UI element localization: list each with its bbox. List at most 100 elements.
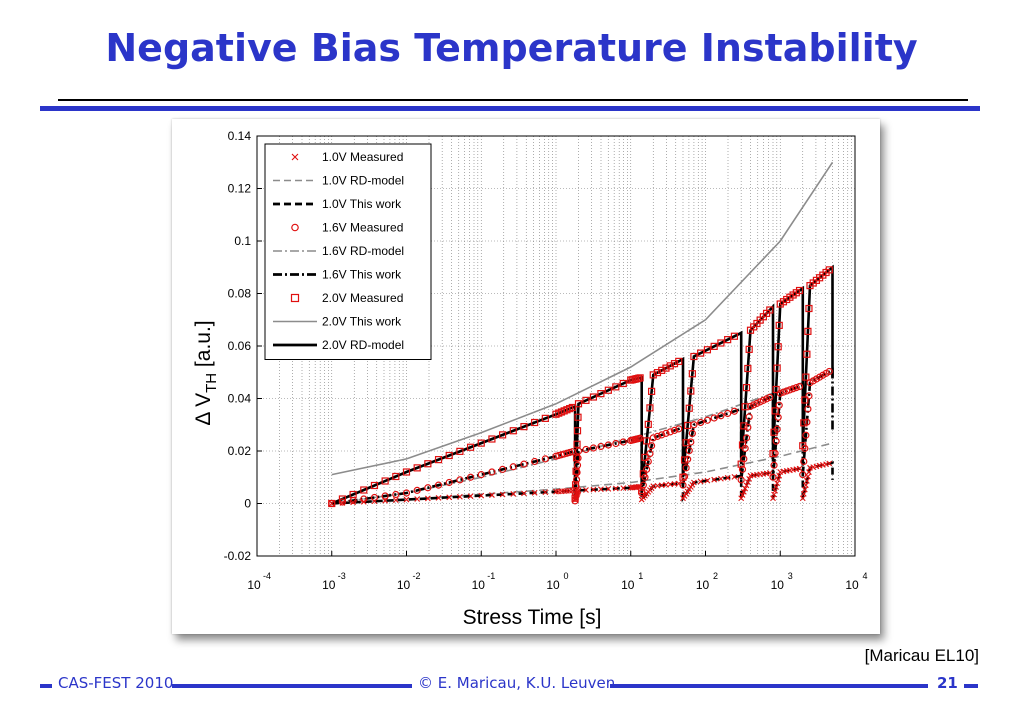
chart-markers xyxy=(328,266,833,508)
measured-2v-marker xyxy=(413,464,421,472)
x-tick-label: 10 xyxy=(696,578,710,592)
measured-1v-marker xyxy=(612,485,619,492)
measured-2v-marker xyxy=(772,385,780,394)
measured-2v-marker xyxy=(658,366,666,374)
measured-2v-marker xyxy=(675,357,683,365)
measured-1-6v-marker xyxy=(413,486,421,494)
measured-1-6v-marker xyxy=(541,455,549,463)
footer-bar-right-edge xyxy=(964,684,978,688)
measured-2v-marker xyxy=(799,442,807,450)
measured-2v-marker xyxy=(803,350,811,358)
y-label-subscript: TH xyxy=(203,373,220,393)
measured-1-6v-marker xyxy=(509,463,517,471)
measured-1v-marker xyxy=(590,486,597,493)
svg-text:Δ VTH [a.u.]: Δ VTH [a.u.] xyxy=(192,320,220,425)
measured-2v-marker xyxy=(488,435,496,443)
measured-1-6v-marker xyxy=(685,447,693,455)
measured-1-6v-marker xyxy=(783,387,791,395)
measured-2v-marker xyxy=(638,486,646,494)
measured-2v-marker xyxy=(604,386,612,394)
measured-2v-marker xyxy=(639,470,647,478)
measured-1-6v-marker xyxy=(434,481,443,489)
chart-figure: -0.02 0 0.02 0.04 0.06 0.08 0.1 0.12 0.14 10 -4 10-… xyxy=(172,119,880,634)
measured-1v-marker xyxy=(826,460,833,467)
measured-1-6v-marker xyxy=(779,388,788,396)
measured-2v-marker xyxy=(572,454,581,462)
measured-2v-marker xyxy=(703,346,712,354)
measured-1-6v-marker xyxy=(649,434,657,442)
measured-2v-marker xyxy=(688,370,696,378)
measured-1-6v-marker xyxy=(402,489,411,497)
legend-label: 2.0V Measured xyxy=(322,291,403,305)
measured-2v-marker xyxy=(742,384,751,392)
measured-1-6v-marker xyxy=(800,457,808,466)
measured-2v-marker xyxy=(697,349,705,357)
x-tick-exponent: 1 xyxy=(638,571,643,581)
measured-1-6v-marker xyxy=(675,425,683,433)
measured-1v-marker xyxy=(739,492,746,498)
x-tick-exponent: -1 xyxy=(487,571,495,581)
measured-2v-marker xyxy=(349,490,357,499)
y-tick-label: 0.06 xyxy=(228,339,252,353)
y-tick-label: 0.08 xyxy=(228,287,252,301)
measured-1-6v-marker xyxy=(730,407,739,415)
measured-1-6v-marker xyxy=(466,473,475,481)
measured-1v-marker xyxy=(802,482,809,489)
measured-1-6v-marker xyxy=(680,472,689,481)
measured-1-6v-marker xyxy=(772,437,780,445)
legend-marker-x xyxy=(291,153,299,161)
measured-2v-marker xyxy=(647,387,656,395)
x-tick-label: 10 xyxy=(546,578,560,592)
measured-2v-marker xyxy=(338,495,347,503)
measured-2v-marker xyxy=(572,467,580,475)
measured-1v-marker xyxy=(457,493,463,500)
series-2-0v-this-work xyxy=(331,161,834,476)
measured-2v-marker xyxy=(573,427,582,435)
measured-2v-marker xyxy=(541,414,549,422)
measured-1-6v-marker xyxy=(445,478,453,487)
measured-1-6v-marker xyxy=(769,473,777,481)
footer-bar-left xyxy=(172,684,412,688)
x-tick-label: 10 xyxy=(397,578,411,592)
y-label-delta: Δ V xyxy=(192,393,215,426)
measured-2v-marker xyxy=(730,332,739,340)
measured-2v-marker xyxy=(531,418,539,427)
measured-2v-marker xyxy=(684,421,692,430)
footer-bar-right xyxy=(610,684,928,688)
legend-marker-circle xyxy=(291,223,299,232)
measured-1v-marker xyxy=(801,486,808,493)
measured-1-6v-marker xyxy=(597,442,605,451)
measured-1-6v-marker xyxy=(792,384,800,392)
measured-1-6v-marker xyxy=(717,412,725,420)
x-tick-label: 10 xyxy=(621,578,635,592)
measured-2v-marker xyxy=(589,393,598,401)
measured-1-6v-marker xyxy=(770,461,778,469)
footer-bar-left-edge xyxy=(40,684,52,688)
measured-1v-marker xyxy=(799,495,806,502)
measured-2v-marker xyxy=(717,339,725,347)
measured-1-6v-marker xyxy=(710,414,718,422)
measured-1-6v-marker xyxy=(424,484,432,492)
measured-1v-marker xyxy=(478,492,485,499)
measured-2v-marker xyxy=(646,404,654,412)
measured-1-6v-marker xyxy=(744,423,752,431)
measured-2v-marker xyxy=(802,373,810,381)
measured-1v-marker xyxy=(605,485,612,492)
series-1-0v-rd-model xyxy=(331,442,833,505)
measured-1-6v-marker xyxy=(662,429,670,437)
measured-1v-marker xyxy=(598,486,604,493)
measured-2v-marker xyxy=(662,364,670,372)
measured-2v-marker xyxy=(424,460,432,468)
measured-1-6v-marker xyxy=(679,481,687,489)
measured-1v-marker xyxy=(542,489,549,496)
measured-1-6v-marker xyxy=(666,428,674,436)
measured-1-6v-marker xyxy=(786,386,794,394)
measured-1-6v-marker xyxy=(456,476,464,484)
measured-2v-marker xyxy=(724,336,732,344)
measured-2v-marker xyxy=(679,473,687,481)
measured-1-6v-marker xyxy=(574,447,583,455)
measured-2v-marker xyxy=(582,396,590,404)
measured-1v-marker xyxy=(446,494,453,501)
y-tick-label: 0.12 xyxy=(228,182,252,196)
nbti-chart: -0.0200.020.040.060.080.10.120.1410-410-… xyxy=(172,119,880,634)
